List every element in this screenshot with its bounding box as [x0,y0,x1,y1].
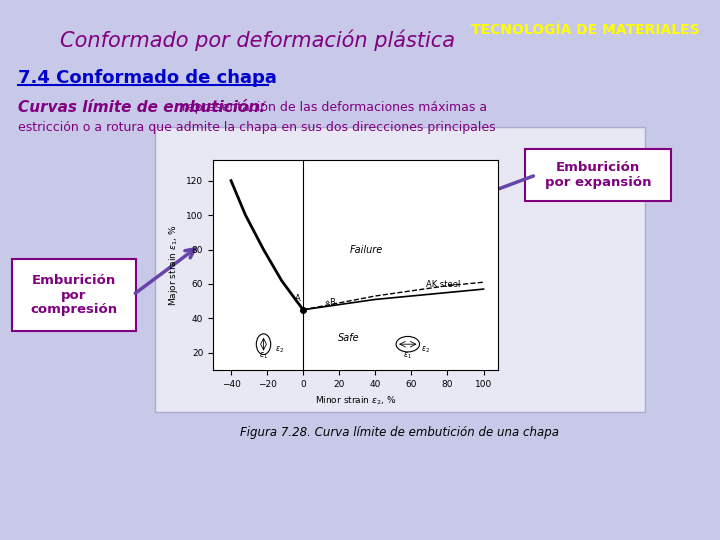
Text: Conformado por deformación plástica: Conformado por deformación plástica [60,29,455,51]
Text: Emburición
por
compresión: Emburición por compresión [30,273,117,316]
Text: Emburición
por expansión: Emburición por expansión [545,161,652,189]
Text: TECNOLOGÍA DE MATERIALES: TECNOLOGÍA DE MATERIALES [472,23,700,37]
Text: estricción o a rotura que admite la chapa en sus dos direcciones principales: estricción o a rotura que admite la chap… [18,122,495,134]
Text: 7.4 Conformado de chapa: 7.4 Conformado de chapa [18,69,277,87]
FancyBboxPatch shape [525,149,671,201]
Text: Figura 7.28. Curva límite de embutición de una chapa: Figura 7.28. Curva límite de embutición … [240,426,559,439]
Text: $\varepsilon_1$: $\varepsilon_1$ [259,351,268,361]
Text: Safe: Safe [338,333,359,343]
Text: Failure: Failure [350,245,383,255]
Text: $\varepsilon_1$: $\varepsilon_1$ [403,351,413,361]
Text: $\varepsilon_2$: $\varepsilon_2$ [421,344,431,355]
Text: $\diamond$B: $\diamond$B [324,295,336,307]
Y-axis label: Major strain $\varepsilon_1$, %: Major strain $\varepsilon_1$, % [168,224,181,306]
FancyBboxPatch shape [12,259,136,331]
FancyBboxPatch shape [155,127,645,412]
X-axis label: Minor strain $\varepsilon_2$, %: Minor strain $\varepsilon_2$, % [315,394,396,407]
Text: Curvas límite de embutición:: Curvas límite de embutición: [18,100,266,116]
Text: A: A [295,294,301,303]
Text: representación de las deformaciones máximas a: representación de las deformaciones máxi… [178,102,487,114]
Text: AK steel: AK steel [426,280,460,289]
Text: $\varepsilon_2$: $\varepsilon_2$ [275,344,284,355]
